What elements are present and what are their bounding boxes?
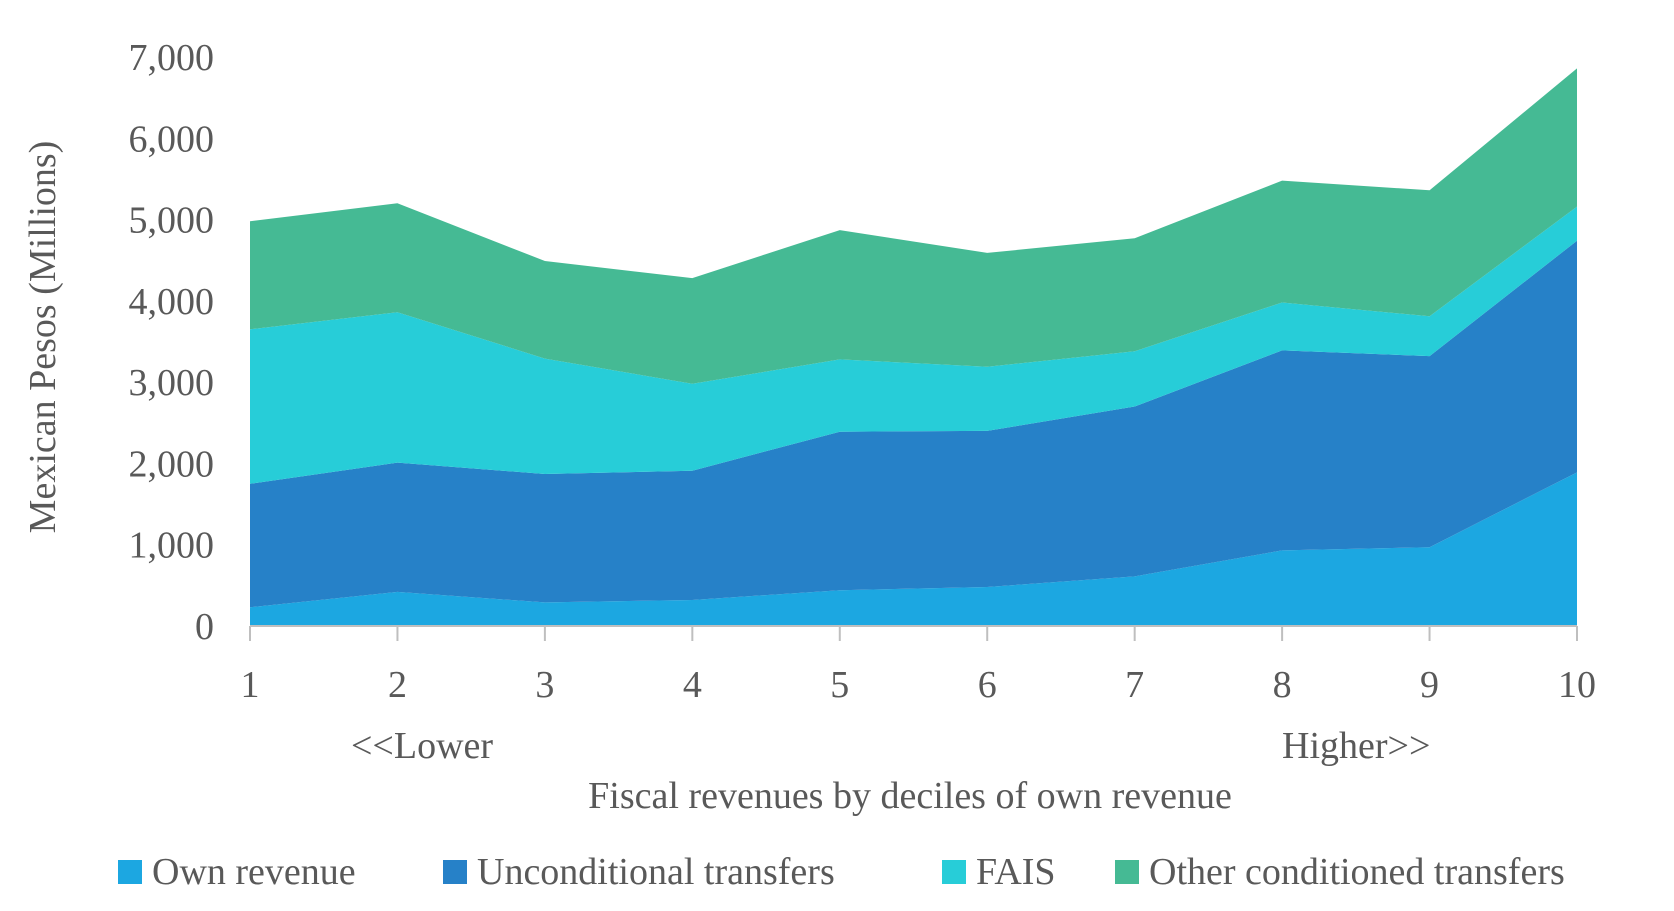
area-fais bbox=[250, 206, 1577, 484]
area-other-conditioned-transfers bbox=[250, 68, 1577, 384]
higher-annotation: Higher>> bbox=[1282, 725, 1430, 767]
x-axis-title: Fiscal revenues by deciles of own revenu… bbox=[588, 775, 1232, 817]
legend-item: Own revenue bbox=[118, 851, 356, 893]
y-tick-label: 5,000 bbox=[129, 200, 215, 242]
x-tick-label: 1 bbox=[241, 664, 260, 706]
legend-item: Other conditioned transfers bbox=[1115, 851, 1565, 893]
legend-label: FAIS bbox=[976, 851, 1056, 893]
y-tick-label: 4,000 bbox=[129, 281, 215, 323]
legend: Own revenue Unconditional transfers FAIS Ot… bbox=[118, 851, 1565, 893]
x-tick-label: 10 bbox=[1558, 664, 1596, 706]
area-own-revenue bbox=[250, 472, 1577, 626]
legend-swatch bbox=[118, 860, 142, 884]
area-unconditional-transfers bbox=[250, 240, 1577, 608]
x-tick-label: 6 bbox=[978, 664, 997, 706]
y-tick-label: 2,000 bbox=[129, 443, 215, 485]
legend-label: Other conditioned transfers bbox=[1149, 851, 1565, 893]
y-tick-label: 7,000 bbox=[129, 37, 215, 79]
y-axis-title: Mexican Pesos (Millions) bbox=[22, 141, 64, 534]
legend-item: Unconditional transfers bbox=[443, 851, 835, 893]
x-tick-label: 9 bbox=[1420, 664, 1439, 706]
x-tick-label: 3 bbox=[535, 664, 554, 706]
legend-swatch bbox=[1115, 860, 1139, 884]
y-tick-label: 3,000 bbox=[129, 362, 215, 404]
x-tick-labels: 1 2 3 4 5 6 7 8 9 10 bbox=[241, 664, 1597, 706]
y-tick-label: 1,000 bbox=[129, 525, 215, 567]
y-tick-label: 0 bbox=[195, 606, 214, 648]
x-tick-label: 2 bbox=[388, 664, 407, 706]
x-tick-label: 8 bbox=[1273, 664, 1292, 706]
x-tick-label: 4 bbox=[683, 664, 702, 706]
legend-label: Unconditional transfers bbox=[477, 851, 835, 893]
y-tick-label: 6,000 bbox=[129, 118, 215, 160]
axes-group bbox=[249, 625, 1578, 641]
legend-swatch bbox=[942, 860, 966, 884]
area-series-group bbox=[250, 68, 1577, 626]
legend-swatch bbox=[443, 860, 467, 884]
lower-annotation: <<Lower bbox=[351, 725, 493, 767]
y-tick-labels: 0 1,000 2,000 3,000 4,000 5,000 6,000 7,000 bbox=[129, 37, 215, 648]
legend-label: Own revenue bbox=[152, 851, 356, 893]
legend-item: FAIS bbox=[942, 851, 1056, 893]
x-tick-label: 7 bbox=[1125, 664, 1144, 706]
x-tick-label: 5 bbox=[830, 664, 849, 706]
